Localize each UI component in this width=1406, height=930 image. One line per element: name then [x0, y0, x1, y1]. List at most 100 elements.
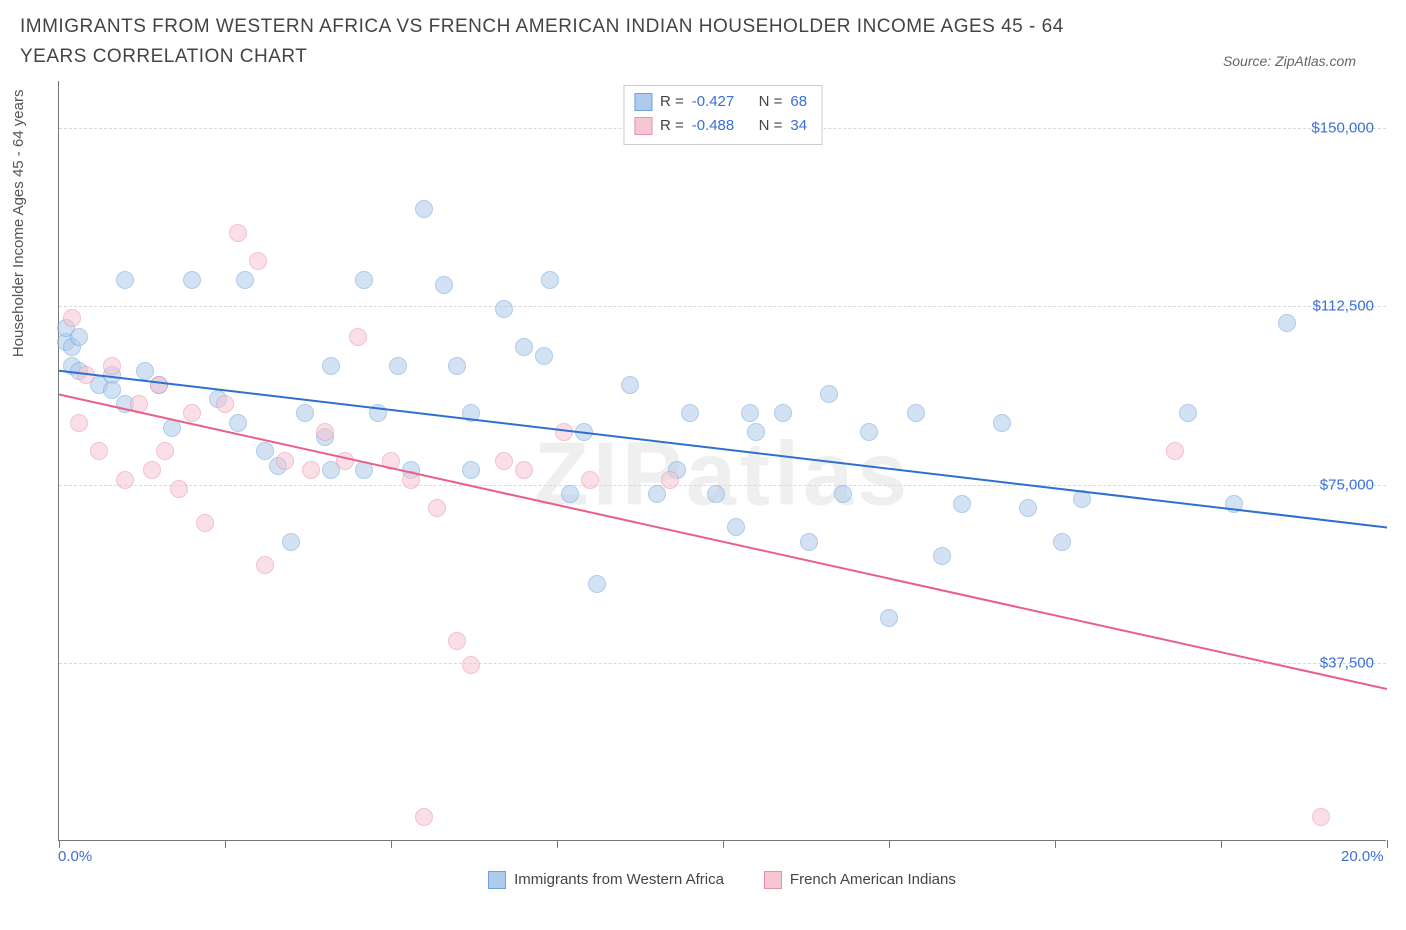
data-point [707, 485, 725, 503]
n-label: N = [759, 90, 783, 114]
data-point [136, 362, 154, 380]
data-point [355, 461, 373, 479]
data-point [116, 471, 134, 489]
data-point [183, 404, 201, 422]
data-point [156, 442, 174, 460]
data-point [63, 309, 81, 327]
data-point [933, 547, 951, 565]
data-point [163, 419, 181, 437]
y-tick-label: $75,000 [1320, 476, 1374, 493]
x-tick [225, 840, 226, 848]
data-point [820, 385, 838, 403]
data-point [196, 514, 214, 532]
data-point [236, 271, 254, 289]
data-point [581, 471, 599, 489]
legend-swatch [488, 871, 506, 889]
data-point [1225, 495, 1243, 513]
data-point [302, 461, 320, 479]
x-tick [391, 840, 392, 848]
data-point [90, 442, 108, 460]
data-point [535, 347, 553, 365]
correlation-legend-row: R = -0.427 N = 68 [634, 90, 807, 114]
data-point [515, 338, 533, 356]
data-point [77, 366, 95, 384]
data-point [415, 808, 433, 826]
data-point [170, 480, 188, 498]
legend-item: French American Indians [764, 871, 956, 889]
source-attribution: Source: ZipAtlas.com [1223, 53, 1386, 73]
legend-item: Immigrants from Western Africa [488, 871, 724, 889]
correlation-legend: R =-0.427 N =68R =-0.488 N =34 [623, 85, 822, 145]
data-point [183, 271, 201, 289]
data-point [741, 404, 759, 422]
data-point [993, 414, 1011, 432]
data-point [575, 423, 593, 441]
data-point [1053, 533, 1071, 551]
data-point [1019, 499, 1037, 517]
n-value: 34 [790, 114, 807, 138]
data-point [256, 442, 274, 460]
data-point [256, 556, 274, 574]
header: IMMIGRANTS FROM WESTERN AFRICA VS FRENCH… [20, 12, 1386, 73]
gridline-h [59, 663, 1386, 664]
data-point [495, 300, 513, 318]
data-point [661, 471, 679, 489]
data-point [953, 495, 971, 513]
data-point [355, 271, 373, 289]
bottom-legend: Immigrants from Western Africa French Ame… [58, 871, 1386, 889]
data-point [648, 485, 666, 503]
gridline-h [59, 485, 1386, 486]
data-point [880, 609, 898, 627]
data-point [103, 381, 121, 399]
trend-lines [59, 81, 1387, 841]
data-point [276, 452, 294, 470]
r-label: R = [660, 90, 684, 114]
data-point [249, 252, 267, 270]
n-value: 68 [790, 90, 807, 114]
chart-title: IMMIGRANTS FROM WESTERN AFRICA VS FRENCH… [20, 12, 1120, 73]
x-tick [557, 840, 558, 848]
data-point [349, 328, 367, 346]
data-point [103, 357, 121, 375]
n-label: N = [759, 114, 783, 138]
scatter-chart: Householder Income Ages 45 - 64 years ZI… [20, 81, 1386, 901]
data-point [229, 414, 247, 432]
data-point [143, 461, 161, 479]
legend-swatch [634, 117, 652, 135]
data-point [448, 357, 466, 375]
data-point [296, 404, 314, 422]
legend-swatch [634, 93, 652, 111]
data-point [800, 533, 818, 551]
trend-line [59, 394, 1387, 689]
data-point [1312, 808, 1330, 826]
data-point [402, 471, 420, 489]
gridline-h [59, 306, 1386, 307]
legend-label: French American Indians [790, 871, 956, 888]
data-point [435, 276, 453, 294]
data-point [515, 461, 533, 479]
x-tick-label: 0.0% [58, 848, 92, 865]
data-point [860, 423, 878, 441]
data-point [462, 404, 480, 422]
data-point [415, 200, 433, 218]
y-tick-label: $112,500 [1313, 298, 1374, 315]
data-point [336, 452, 354, 470]
legend-swatch [764, 871, 782, 889]
x-tick [889, 840, 890, 848]
data-point [555, 423, 573, 441]
data-point [1166, 442, 1184, 460]
data-point [541, 271, 559, 289]
source-name: ZipAtlas.com [1275, 53, 1356, 69]
data-point [70, 414, 88, 432]
plot-area: ZIPatlas $37,500$75,000$112,500$150,000R… [58, 81, 1386, 841]
data-point [369, 404, 387, 422]
y-tick-label: $37,500 [1320, 654, 1374, 671]
y-axis-label: Householder Income Ages 45 - 64 years [10, 89, 27, 357]
data-point [834, 485, 852, 503]
data-point [462, 461, 480, 479]
x-tick [1387, 840, 1388, 848]
data-point [747, 423, 765, 441]
data-point [462, 656, 480, 674]
r-value: -0.427 [692, 90, 735, 114]
data-point [322, 357, 340, 375]
